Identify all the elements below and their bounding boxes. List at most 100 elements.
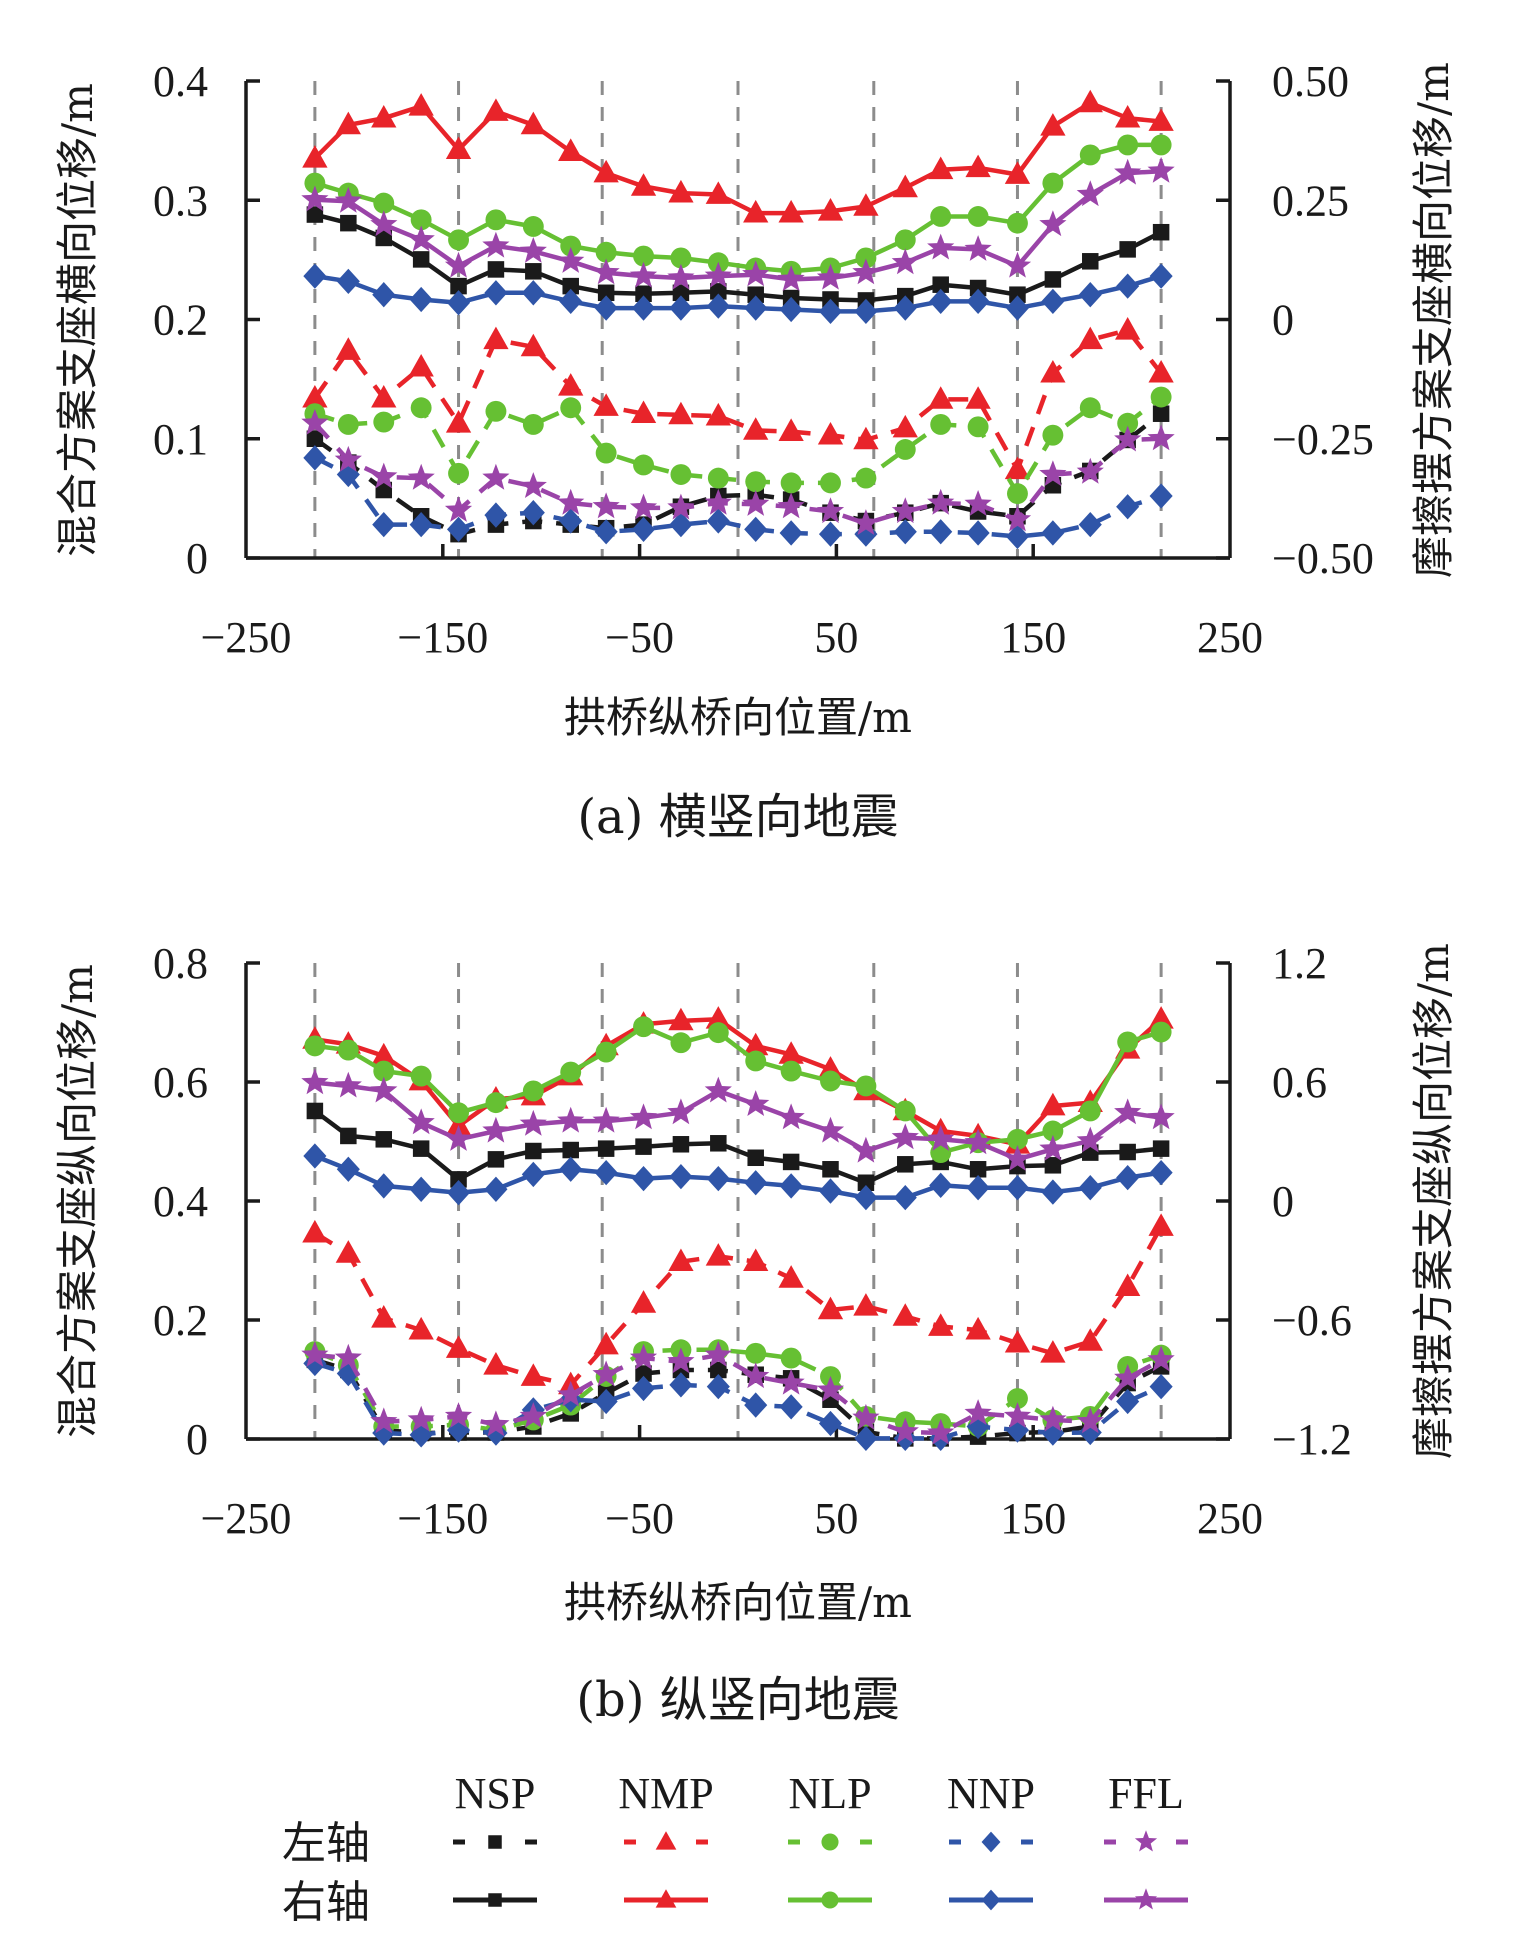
marker-nsp-point — [857, 1174, 875, 1192]
marker-nsp-point — [710, 1361, 727, 1379]
marker-nsp-point — [562, 1141, 579, 1159]
marker-nmp-point — [520, 333, 546, 357]
line-nlp-dashed — [314, 395, 1163, 496]
x-tick-label: −50 — [605, 1494, 674, 1543]
marker-nlp-point — [337, 1039, 359, 1061]
marker-ffl-point — [557, 488, 585, 515]
marker-nlp-point — [855, 1075, 877, 1097]
marker-nlp-point — [820, 1070, 841, 1092]
marker-nnp-point — [409, 511, 433, 538]
marker-ffl-point — [1114, 158, 1142, 185]
marker-ffl-point — [777, 1103, 805, 1130]
series-ffl-right — [301, 1068, 1175, 1171]
line-nmp-dashed — [313, 1225, 1164, 1388]
marker-nsp-point — [375, 1131, 393, 1148]
marker-ffl-point — [742, 1090, 770, 1116]
marker-nmp-point — [558, 138, 584, 161]
marker-nlp-point — [337, 413, 359, 435]
marker-ffl-point — [592, 492, 620, 519]
marker-ffl-point — [629, 493, 658, 520]
marker-nlp-point — [967, 206, 989, 227]
legend-marker-nsp — [488, 1893, 502, 1907]
marker-nnp-point — [446, 516, 471, 543]
marker-nnp-point — [521, 280, 545, 306]
marker-nmp-point — [743, 417, 769, 440]
marker-nmp-point — [705, 181, 731, 204]
chart-b-caption: (b) 纵竖向地震 — [576, 1672, 899, 1728]
marker-ffl-point — [1114, 1364, 1142, 1390]
marker-nnp-point — [893, 295, 917, 321]
marker-nsp-point — [306, 430, 324, 447]
chart-b-tick-labels: 0 0.2 0.4 0.6 0.8 −1.2 −0.6 0 0.6 1.2 −250 −150 −50 5… — [153, 939, 1352, 1543]
marker-nsp-point — [1119, 241, 1136, 258]
marker-ffl-point — [927, 1418, 955, 1445]
marker-ffl-point — [444, 496, 473, 522]
marker-ffl-point — [301, 1068, 329, 1095]
marker-nmp-point — [1115, 105, 1141, 128]
marker-ffl-point — [629, 1103, 658, 1130]
legend-marker-nmp — [655, 1831, 677, 1850]
marker-nsp-point — [710, 1135, 727, 1152]
marker-nnp-point — [484, 1176, 508, 1202]
marker-ffl-point — [444, 1402, 473, 1428]
marker-nmp-point — [408, 1316, 434, 1340]
marker-ffl-point — [964, 235, 992, 261]
x-tick-label: −250 — [201, 613, 292, 662]
marker-nnp-point — [484, 502, 508, 528]
marker-nnp-point — [594, 1159, 618, 1186]
marker-nsp-point — [487, 261, 505, 278]
marker-ffl-point — [519, 1402, 547, 1428]
series-nlp-right — [304, 1016, 1172, 1164]
marker-nnp-point — [594, 295, 618, 321]
marker-nlp-point — [485, 209, 507, 231]
marker-ffl-point — [704, 488, 732, 515]
marker-nmp-point — [558, 373, 584, 396]
marker-nmp-point — [705, 1243, 731, 1266]
marker-nmp-point — [483, 1352, 509, 1375]
marker-nmp-point — [302, 385, 328, 408]
marker-nsp-point — [597, 284, 615, 302]
left-y-tick-label: 0.4 — [153, 57, 208, 106]
marker-nmp-point — [668, 1007, 694, 1031]
marker-nnp-point — [1078, 1175, 1102, 1201]
marker-nnp-point — [594, 1388, 618, 1415]
marker-ffl-point — [777, 492, 805, 519]
marker-nlp-point — [930, 206, 952, 227]
series-nlp-left — [304, 386, 1172, 505]
marker-ffl-point — [519, 472, 547, 498]
marker-nsp-point — [1009, 286, 1026, 303]
legend-marker-nlp — [821, 1833, 839, 1851]
marker-ffl-point — [891, 1417, 919, 1444]
marker-nmp-point — [371, 105, 397, 128]
marker-nnp-point — [1041, 288, 1065, 315]
marker-nnp-point — [336, 1156, 360, 1182]
marker-nnp-point — [854, 298, 878, 325]
marker-nlp-point — [1150, 386, 1172, 408]
marker-ffl-point — [557, 247, 585, 273]
legend: NSP NMP NLP NNP FFL 左轴 右轴 — [282, 1769, 1188, 1928]
marker-ffl-point — [964, 1128, 992, 1155]
legend-sample-nmp-solid — [624, 1889, 708, 1908]
legend-sample-nsp-solid — [453, 1893, 537, 1907]
marker-nmp-point — [520, 1363, 546, 1386]
marker-ffl-point — [1147, 156, 1175, 183]
marker-nmp-point — [1148, 1006, 1174, 1029]
marker-nnp-point — [1116, 273, 1140, 299]
legend-samples — [453, 1830, 1188, 1911]
marker-nmp-point — [483, 98, 509, 121]
marker-nlp-point — [745, 1050, 767, 1072]
marker-nsp-point — [782, 1153, 800, 1171]
series-nsp-right — [306, 206, 1170, 309]
marker-nnp-point — [521, 500, 545, 526]
legend-row-right-axis: 右轴 — [282, 1877, 370, 1928]
series-nmp-left — [302, 1213, 1174, 1395]
marker-nnp-point — [446, 1180, 471, 1206]
marker-nlp-point — [522, 413, 544, 435]
marker-nmp-point — [853, 426, 879, 450]
marker-nnp-point — [744, 1170, 768, 1196]
left-y-tick-label: 0 — [186, 534, 208, 583]
marker-nnp-point — [559, 508, 583, 534]
left-y-tick-label: 0.8 — [153, 939, 208, 988]
marker-nlp-point — [1007, 1128, 1028, 1150]
